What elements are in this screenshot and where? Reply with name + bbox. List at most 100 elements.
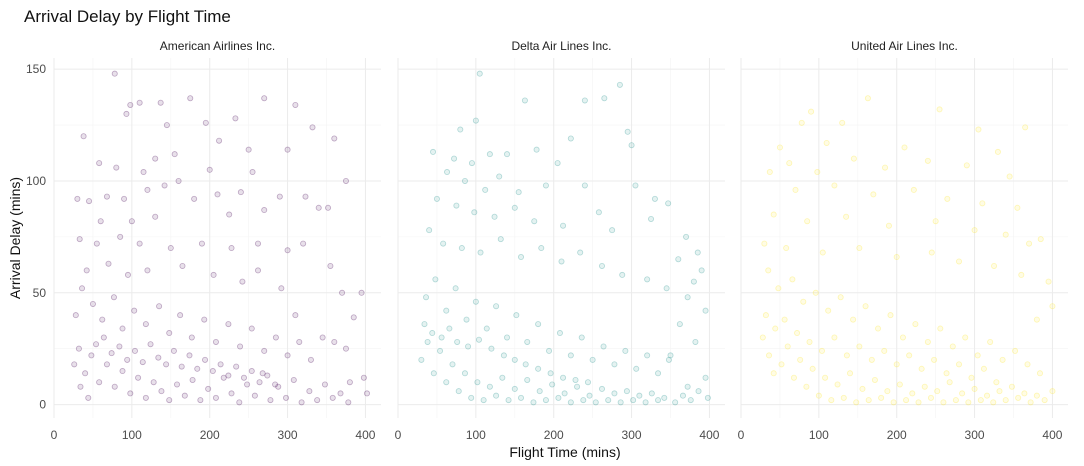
data-point xyxy=(217,361,224,368)
data-point xyxy=(105,260,112,267)
data-point xyxy=(979,200,986,207)
data-point xyxy=(535,365,542,372)
data-point xyxy=(868,356,875,363)
data-point xyxy=(430,370,437,377)
data-point xyxy=(314,397,321,404)
data-point xyxy=(440,240,447,247)
data-point xyxy=(136,99,143,106)
data-point xyxy=(617,399,624,406)
x-tick-label: 400 xyxy=(1042,428,1062,442)
data-point xyxy=(430,148,437,155)
data-point xyxy=(429,330,436,337)
data-point xyxy=(292,101,299,108)
data-point xyxy=(500,352,507,359)
data-point xyxy=(665,356,672,363)
x-tick-label: 100 xyxy=(122,428,142,442)
data-point xyxy=(123,110,130,117)
data-point xyxy=(912,321,919,328)
data-point xyxy=(267,397,274,404)
data-point xyxy=(237,343,244,350)
x-tick-label: 300 xyxy=(622,428,642,442)
data-point xyxy=(186,352,193,359)
data-point xyxy=(228,245,235,252)
data-point xyxy=(116,343,123,350)
data-point xyxy=(121,195,128,202)
data-point xyxy=(772,325,779,332)
data-point xyxy=(1045,278,1052,285)
data-point xyxy=(530,399,537,406)
data-point xyxy=(843,213,850,220)
data-point xyxy=(108,350,115,357)
data-point xyxy=(786,160,793,167)
data-point xyxy=(220,374,227,381)
data-point xyxy=(77,383,84,390)
data-point xyxy=(633,365,640,372)
data-point xyxy=(809,365,816,372)
panel-1: Delta Air Lines Inc. 0 100 200 300 400 xyxy=(395,39,725,442)
data-point xyxy=(248,368,255,375)
data-point xyxy=(75,345,82,352)
data-point xyxy=(178,363,185,370)
data-point xyxy=(465,343,472,350)
data-point xyxy=(443,307,450,314)
data-point xyxy=(309,124,316,131)
data-point xyxy=(131,347,138,354)
data-point xyxy=(256,379,263,386)
data-point xyxy=(135,374,142,381)
data-point xyxy=(493,303,500,310)
data-point xyxy=(461,177,468,184)
data-point xyxy=(932,218,939,225)
data-point xyxy=(201,316,208,323)
data-point xyxy=(225,321,232,328)
data-point xyxy=(499,374,506,381)
x-tick-label: 300 xyxy=(278,428,298,442)
data-point xyxy=(147,341,154,348)
data-point xyxy=(179,262,186,269)
data-point xyxy=(885,222,892,229)
data-point xyxy=(956,361,963,368)
data-point xyxy=(321,381,328,388)
data-point xyxy=(158,388,165,395)
data-point xyxy=(290,376,297,383)
x-tick-label: 400 xyxy=(355,428,375,442)
data-point xyxy=(831,182,838,189)
data-point xyxy=(581,97,588,104)
data-point xyxy=(457,126,464,133)
data-point xyxy=(119,325,126,332)
data-point xyxy=(936,106,943,113)
data-point xyxy=(83,267,90,274)
data-point xyxy=(298,399,305,406)
data-point xyxy=(959,390,966,397)
point-series xyxy=(71,70,370,406)
data-point xyxy=(319,334,326,341)
data-point xyxy=(194,365,201,372)
data-point xyxy=(850,316,857,323)
data-point xyxy=(611,361,618,368)
data-point xyxy=(862,303,869,310)
data-point xyxy=(789,276,796,283)
data-point xyxy=(761,240,768,247)
data-point xyxy=(987,338,994,345)
data-point xyxy=(331,135,338,142)
data-point xyxy=(931,356,938,363)
data-point xyxy=(864,95,871,102)
data-point xyxy=(536,388,543,395)
data-point xyxy=(642,399,649,406)
data-point xyxy=(991,262,998,269)
data-point xyxy=(704,394,711,401)
data-point xyxy=(454,338,461,345)
data-point xyxy=(624,128,631,135)
data-point xyxy=(655,370,662,377)
data-point xyxy=(191,195,198,202)
data-point xyxy=(814,169,821,176)
data-point xyxy=(284,352,291,359)
data-point xyxy=(843,352,850,359)
data-point xyxy=(124,356,131,363)
data-point xyxy=(702,374,709,381)
data-point xyxy=(272,381,279,388)
data-point xyxy=(93,341,100,348)
data-point xyxy=(1033,392,1040,399)
data-point xyxy=(819,249,826,256)
data-point xyxy=(592,399,599,406)
data-point xyxy=(342,345,349,352)
